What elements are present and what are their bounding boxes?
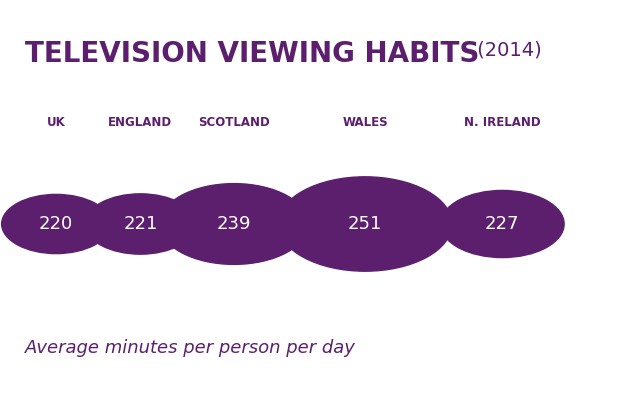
Text: 239: 239 bbox=[217, 215, 251, 233]
Text: N. IRELAND: N. IRELAND bbox=[464, 116, 540, 128]
Text: TELEVISION VIEWING HABITS: TELEVISION VIEWING HABITS bbox=[25, 40, 479, 68]
Text: 220: 220 bbox=[39, 215, 73, 233]
Ellipse shape bbox=[441, 190, 564, 258]
Text: 251: 251 bbox=[348, 215, 383, 233]
Text: 221: 221 bbox=[123, 215, 158, 233]
Text: UK: UK bbox=[47, 116, 66, 128]
Text: Average minutes per person per day: Average minutes per person per day bbox=[25, 339, 356, 357]
Ellipse shape bbox=[85, 194, 196, 254]
Text: SCOTLAND: SCOTLAND bbox=[198, 116, 270, 128]
Ellipse shape bbox=[278, 177, 452, 271]
Text: WALES: WALES bbox=[342, 116, 388, 128]
Text: ENGLAND: ENGLAND bbox=[109, 116, 172, 128]
Text: (2014): (2014) bbox=[471, 40, 542, 59]
Text: 227: 227 bbox=[485, 215, 520, 233]
Ellipse shape bbox=[2, 194, 110, 254]
Ellipse shape bbox=[160, 184, 308, 264]
